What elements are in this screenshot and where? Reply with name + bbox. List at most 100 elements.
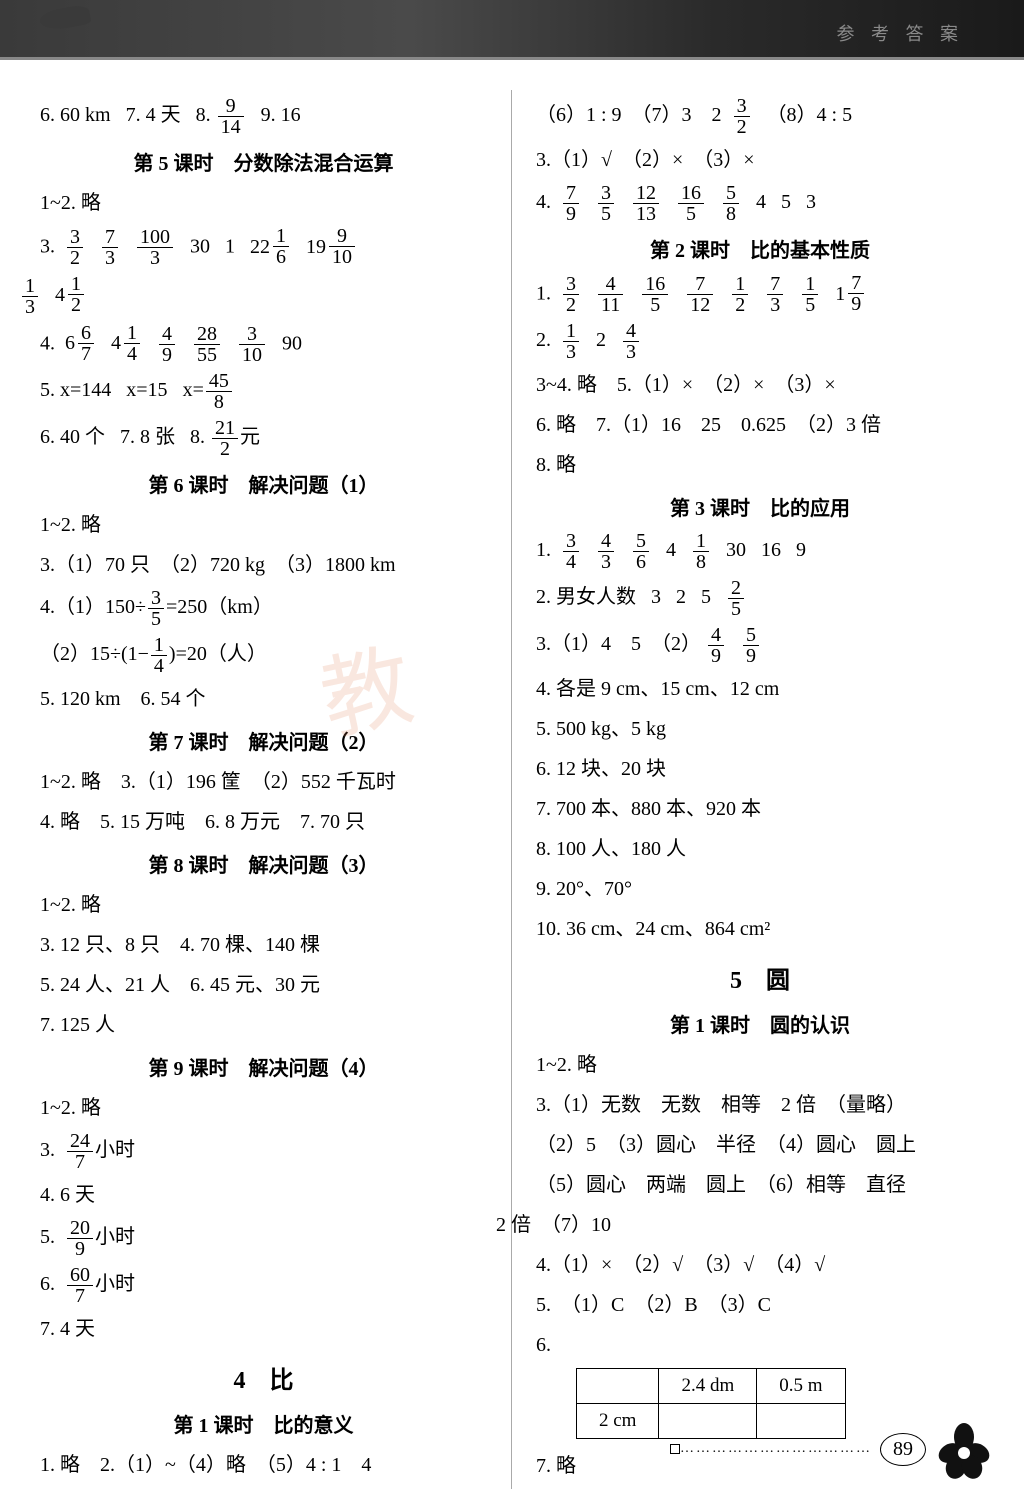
text-line: 3. 247小时 [40, 1131, 487, 1172]
text-line: （6）1 : 9 （7）3 2 32 （8）4 : 5 [536, 96, 984, 137]
section-title: 5 圆 [536, 960, 984, 995]
fraction: 73 [767, 274, 783, 315]
text-line: 13 412 [20, 274, 487, 316]
text-line: 5. 24 人、21 人 6. 45 元、30 元 [40, 968, 487, 1002]
mixed-number: 667 [65, 323, 96, 364]
text-line: 9. 20°、70° [536, 872, 984, 906]
ans: 8. [190, 426, 205, 448]
fraction: 15 [802, 274, 818, 315]
fraction: 58 [723, 183, 739, 224]
ans: 3.（1）4 5 （2） [536, 634, 701, 656]
lesson-heading: 第 2 课时 比的基本性质 [536, 234, 984, 263]
text-line: 6. 40 个 7. 8 张 8. 212元 [40, 418, 487, 459]
lesson-heading: 第 7 课时 解决问题（2） [40, 726, 487, 755]
lesson-heading: 第 8 课时 解决问题（3） [40, 849, 487, 878]
fraction: 12 [732, 274, 748, 315]
fraction: 79 [563, 183, 579, 224]
text-line: （2）5 （3）圆心 半径 （4）圆心 圆上 [536, 1128, 984, 1162]
text-line: 5. 500 kg、5 kg [536, 712, 984, 746]
fraction: 165 [678, 183, 704, 224]
text-line: 1~2. 略 [536, 1048, 984, 1082]
text-line: 5. 120 km 6. 54 个 [40, 682, 487, 716]
ans: 7. 8 张 [120, 426, 175, 448]
lesson-heading: 第 3 课时 比的应用 [536, 492, 984, 521]
section-title: 4 比 [40, 1360, 487, 1395]
ans: x= [183, 379, 204, 401]
fraction: 18 [693, 531, 709, 572]
fraction: 49 [159, 324, 175, 365]
text-line: 3.（1）4 5 （2） 49 59 [536, 625, 984, 666]
fraction: 35 [148, 588, 164, 629]
fraction: 32 [563, 274, 579, 315]
ans: 3. [40, 236, 55, 258]
ans: 3 [651, 587, 661, 609]
ans: 3 [806, 191, 816, 213]
ans: 6. 40 个 [40, 426, 105, 448]
fraction: 212 [212, 418, 238, 459]
mixed-number: 19910 [306, 226, 357, 267]
fraction: 165 [642, 274, 668, 315]
text-line: 1~2. 略 [40, 1091, 487, 1125]
text-line: 3.（1）√ （2）× （3）× [536, 143, 984, 177]
header-right-text: 参 考 答 案 [837, 20, 965, 46]
ans: 16 [761, 540, 781, 562]
fraction: 310 [239, 324, 265, 365]
fraction: 43 [598, 531, 614, 572]
text-line: 6. 12 块、20 块 [536, 752, 984, 786]
fraction: 59 [743, 625, 759, 666]
ans: 2 [676, 587, 686, 609]
ans: 3. [40, 1139, 55, 1161]
fraction: 32 [67, 227, 83, 268]
lesson-heading: 第 6 课时 解决问题（1） [40, 469, 487, 498]
text-line: 1. 32 411 165 712 12 73 15 179 [536, 273, 984, 315]
ans: 1. [536, 540, 551, 562]
ans: 4 [756, 191, 766, 213]
ans: 5 [701, 587, 711, 609]
text-line: 8. 略 [536, 448, 984, 482]
ans: 1 [225, 236, 235, 258]
ans: 5. x=144 [40, 379, 111, 401]
ans: 9 [796, 540, 806, 562]
table-cell: 2.4 dm [659, 1369, 757, 1404]
text-line: 7. 700 本、880 本、920 本 [536, 792, 984, 826]
lesson-heading: 第 1 课时 比的意义 [40, 1409, 487, 1438]
fraction: 25 [728, 578, 744, 619]
fraction: 56 [633, 531, 649, 572]
ans: 30 [190, 236, 210, 258]
text-line: 6. [536, 1328, 984, 1362]
lesson-heading: 第 5 课时 分数除法混合运算 [40, 147, 487, 176]
fraction: 13 [22, 276, 38, 317]
ans: x=15 [126, 379, 167, 401]
ans: 6. [40, 1273, 55, 1295]
text-line: 3~4. 略 5.（1）× （2）× （3）× [536, 368, 984, 402]
fraction: 13 [563, 321, 579, 362]
lesson-heading: 第 9 课时 解决问题（4） [40, 1052, 487, 1081]
square-icon [670, 1444, 680, 1454]
text-line: 8. 100 人、180 人 [536, 832, 984, 866]
fraction: 712 [687, 274, 713, 315]
ans: 2. [536, 330, 551, 352]
text-line: 5. （1）C （2）B （3）C [536, 1288, 984, 1322]
ans: 小时 [95, 1226, 135, 1248]
text-line: 3. 32 73 1003 30 1 2216 19910 [40, 226, 487, 268]
text-line: 3. 12 只、8 只 4. 70 棵、140 棵 [40, 928, 487, 962]
ans: 4 [666, 540, 676, 562]
fraction: 2855 [194, 324, 220, 365]
text-line: 4. 667 414 49 2855 310 90 [40, 323, 487, 365]
text-line: 10. 36 cm、24 cm、864 cm² [536, 912, 984, 946]
ans: 5 [781, 191, 791, 213]
fraction: 209 [67, 1218, 93, 1259]
text-line: 5. x=144 x=15 x=458 [40, 371, 487, 412]
fraction: 607 [67, 1265, 93, 1306]
ans: （6）1 : 9 （7）3 2 [536, 104, 722, 126]
ans: 4. [40, 332, 55, 354]
ans: 7. 4 天 [126, 104, 181, 126]
text-line: 7. 125 人 [40, 1008, 487, 1042]
right-column: （6）1 : 9 （7）3 2 32 （8）4 : 5 3.（1）√ （2）× … [512, 90, 994, 1489]
ans: 4.（1）150÷ [40, 596, 146, 618]
ans: 小时 [95, 1139, 135, 1161]
text-line: 6. 60 km 7. 4 天 8. 914 9. 16 [40, 96, 487, 137]
text-line: 6. 607小时 [40, 1265, 487, 1306]
mixed-number: 414 [111, 323, 142, 364]
text-line: 1~2. 略 [40, 888, 487, 922]
